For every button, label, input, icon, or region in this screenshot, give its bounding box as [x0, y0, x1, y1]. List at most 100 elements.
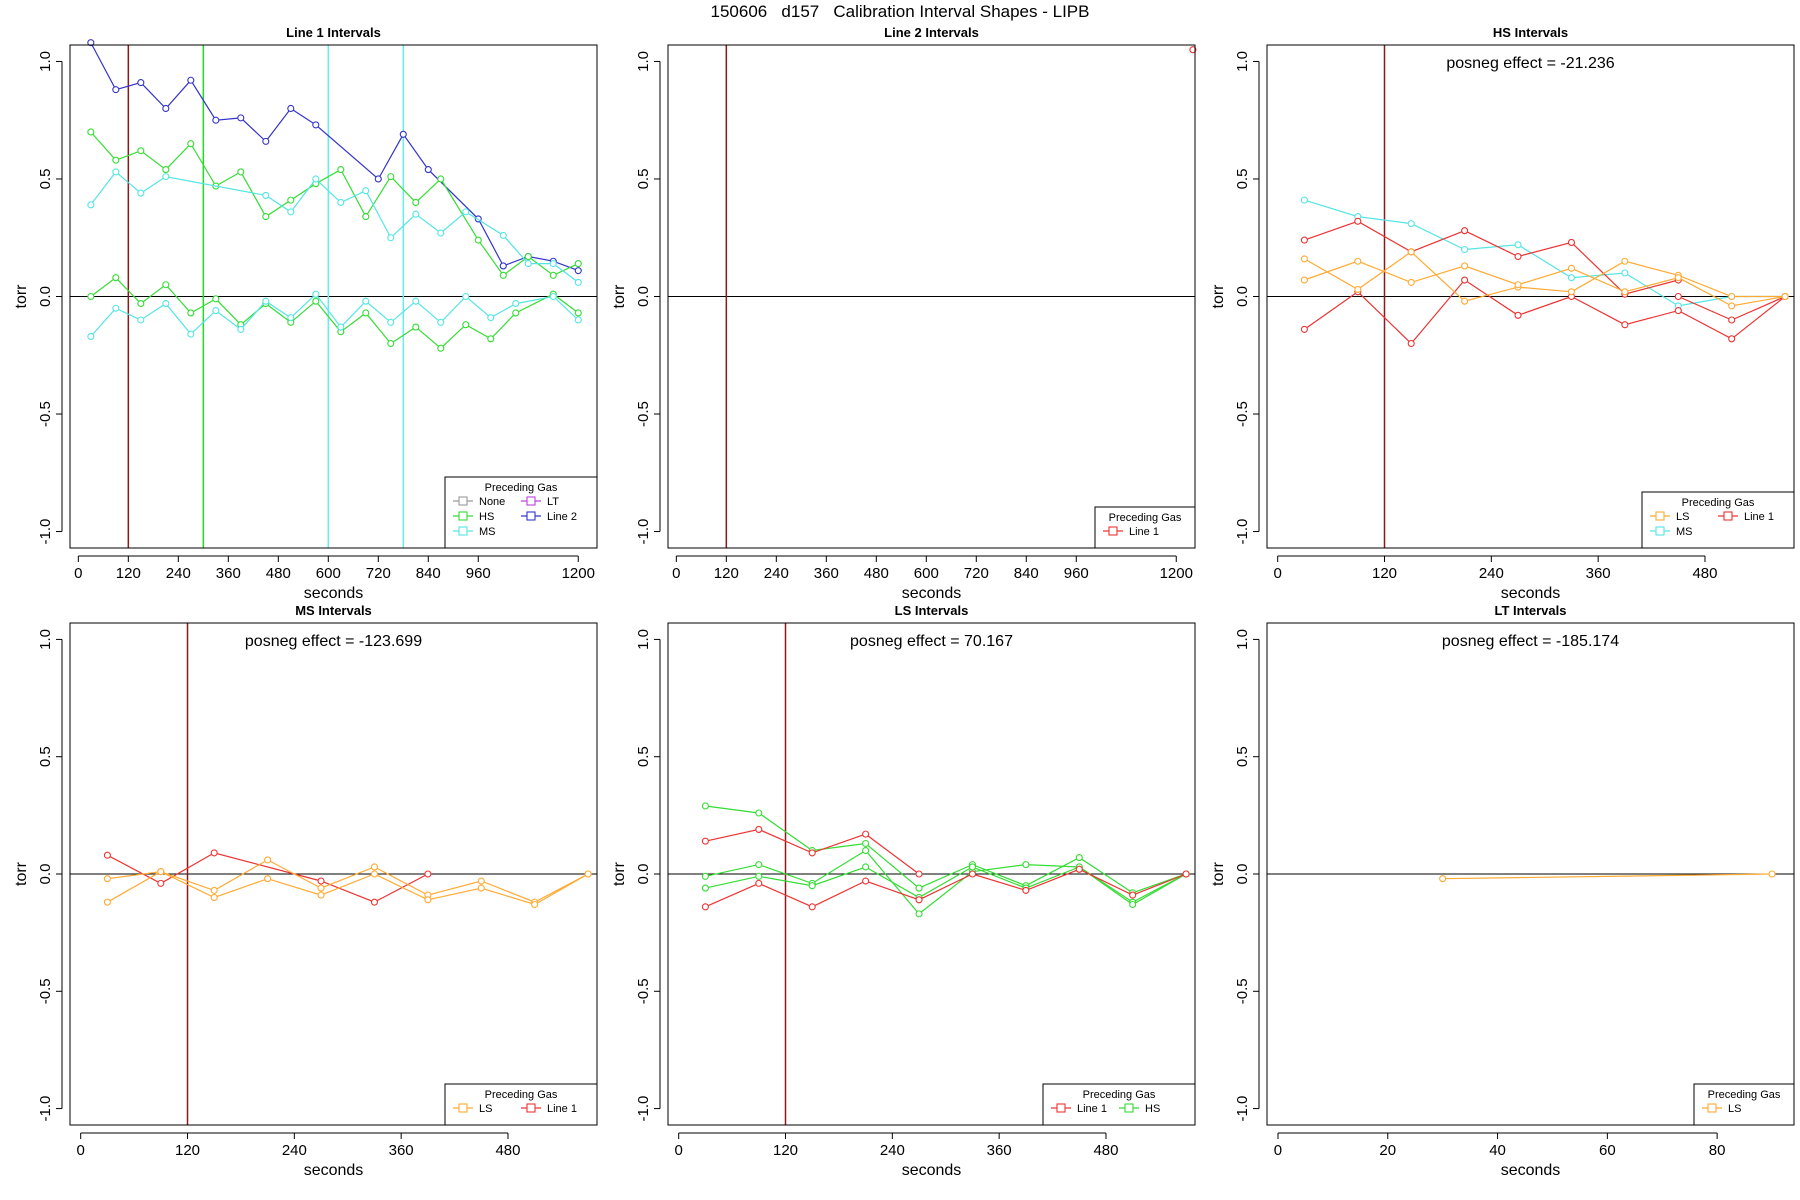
data-point: [137, 147, 145, 155]
data-point: [262, 213, 270, 221]
legend: Preceding Gas LS MS Line 1: [1641, 491, 1795, 549]
x-tick-label: 120: [175, 1142, 200, 1159]
data-point: [1621, 288, 1629, 296]
data-point: [1075, 865, 1083, 873]
data-point: [549, 292, 557, 301]
data-point: [755, 809, 763, 817]
panel-3: HS Intervals 0 120 240 360 480 seconds -1.0 -0.5…: [1210, 25, 1795, 602]
data-point: [103, 875, 111, 883]
posneg-annotation: posneg effect = 70.167: [850, 633, 1013, 650]
y-tick-label: 0.0: [635, 286, 652, 307]
data-point: [87, 201, 95, 209]
legend-label: HS: [479, 511, 494, 523]
data-point: [499, 231, 507, 239]
y-axis-label: torr: [611, 861, 628, 886]
data-point: [437, 318, 445, 326]
data-point: [187, 76, 195, 84]
data-point: [808, 882, 816, 890]
data-point: [862, 839, 870, 848]
legend-swatch: [1108, 526, 1118, 536]
data-point: [370, 898, 378, 906]
x-tick-label: 360: [814, 565, 839, 582]
plot-frame: [69, 622, 598, 1126]
data-point: [212, 116, 220, 124]
data-point: [1407, 278, 1415, 286]
data-point: [399, 130, 407, 138]
data-point: [477, 884, 485, 892]
x-tick-label: 1200: [562, 565, 595, 582]
data-point: [1407, 248, 1415, 256]
data-point: [1514, 241, 1522, 249]
data-point: [462, 292, 470, 301]
data-point: [915, 884, 923, 892]
series-line: [705, 849, 1187, 915]
data-point: [317, 884, 325, 892]
x-tick-label: 480: [495, 1142, 520, 1159]
data-point: [362, 213, 370, 221]
x-tick-label: 240: [282, 1142, 307, 1159]
data-point: [512, 300, 520, 308]
y-tick-label: 0.5: [635, 746, 652, 767]
data-point: [1514, 311, 1522, 319]
data-point: [437, 175, 445, 183]
y-tick-label: -0.5: [37, 401, 54, 427]
data-point: [474, 236, 482, 244]
data-point: [112, 156, 120, 164]
y-tick-label: 1.0: [1234, 51, 1251, 72]
data-point: [162, 300, 170, 308]
data-point: [412, 323, 420, 331]
x-tick-label: 960: [466, 565, 491, 582]
data-point: [574, 278, 582, 286]
posneg-annotation: posneg effect = -21.236: [1446, 55, 1614, 72]
data-point: [701, 802, 709, 810]
data-point: [337, 323, 345, 331]
series-line: [90, 42, 579, 272]
data-point: [1075, 854, 1083, 862]
legend-swatch: [526, 496, 536, 506]
y-tick-label: -1.0: [1234, 1096, 1251, 1122]
data-point: [412, 297, 420, 305]
data-point: [187, 309, 195, 317]
y-tick-label: -1.0: [37, 519, 54, 545]
x-axis-label: seconds: [1501, 585, 1561, 602]
data-point: [1182, 870, 1190, 878]
y-tick-label: -0.5: [635, 401, 652, 427]
x-tick-label: 40: [1489, 1142, 1506, 1159]
data-point: [362, 309, 370, 317]
legend-label: Line 1: [1129, 526, 1159, 538]
data-point: [1461, 227, 1469, 235]
data-point: [387, 173, 395, 181]
data-point: [1728, 316, 1736, 324]
data-point: [387, 318, 395, 326]
series-line: [1442, 873, 1773, 880]
series-line: [705, 805, 1187, 894]
data-point: [1022, 861, 1030, 869]
x-tick-label: 20: [1379, 1142, 1396, 1159]
x-tick-label: 360: [389, 1142, 414, 1159]
data-point: [1461, 262, 1469, 270]
data-point: [1674, 274, 1682, 282]
data-point: [512, 309, 520, 317]
y-tick-label: 0.0: [1234, 864, 1251, 885]
data-point: [112, 304, 120, 312]
legend-swatch: [526, 1103, 536, 1113]
x-tick-label: 480: [1692, 565, 1717, 582]
data-point: [137, 300, 145, 308]
data-point: [574, 316, 582, 324]
legend-swatch: [526, 511, 536, 521]
data-point: [574, 267, 582, 275]
data-point: [1621, 257, 1629, 265]
data-point: [187, 140, 195, 148]
data-point: [1567, 238, 1575, 246]
data-point: [1354, 285, 1362, 293]
y-tick-label: -1.0: [1234, 519, 1251, 545]
data-point: [862, 830, 870, 838]
data-point: [287, 196, 295, 204]
x-tick-label: 0: [1274, 1142, 1282, 1159]
data-point: [103, 898, 111, 906]
data-point: [412, 210, 420, 218]
data-point: [1728, 302, 1736, 310]
posneg-annotation: posneg effect = -185.174: [1442, 633, 1619, 650]
data-point: [87, 128, 95, 136]
series-line: [1304, 279, 1786, 345]
